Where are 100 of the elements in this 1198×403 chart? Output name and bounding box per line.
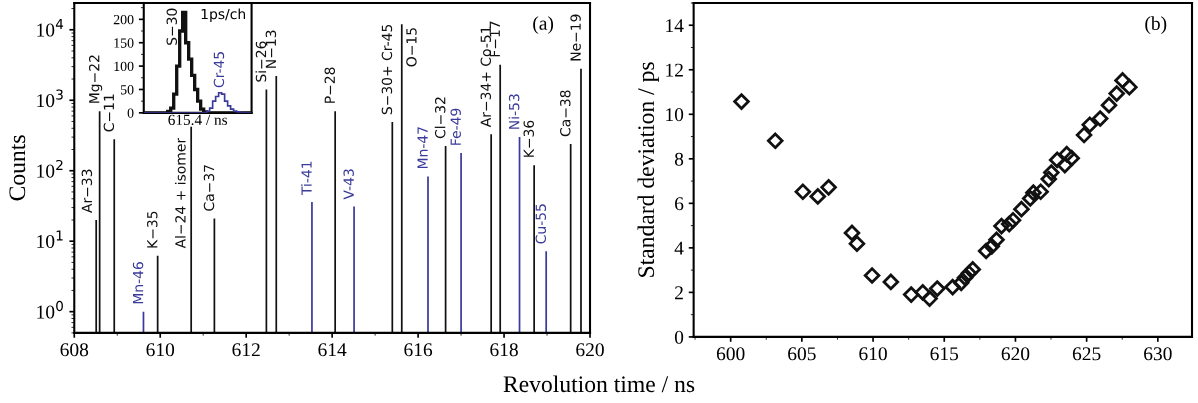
x-tick-label: 610 <box>146 343 175 357</box>
point <box>988 231 1005 249</box>
point <box>1114 72 1131 89</box>
data-label: S−30+ Cr-45 <box>381 24 393 115</box>
point <box>766 132 784 150</box>
data-label: Ca−37 <box>203 165 215 211</box>
x-tick-label: 612 <box>232 343 260 357</box>
point <box>983 238 1001 255</box>
x-tick-label: 614 <box>318 343 347 357</box>
y-tick-label: 10$^{3}$ <box>37 89 63 108</box>
y-tick-label: 2 <box>675 286 683 300</box>
y-tick-label: 200 <box>113 14 134 25</box>
y-tick-label: 0 <box>127 108 134 118</box>
annotation: 1ps/ch <box>201 8 246 22</box>
data-label: K−35 <box>147 211 158 248</box>
data-label: O−15 <box>406 28 417 67</box>
data-label: C−11 <box>103 94 115 132</box>
y-tick-label: 10$^{4}$ <box>37 19 64 37</box>
text: Cr-45 <box>213 52 225 88</box>
data-label: Mn-46 <box>132 262 144 304</box>
x-tick-label: 615 <box>930 347 959 361</box>
point <box>820 179 837 196</box>
data-label: Fe-49 <box>450 108 461 145</box>
point <box>1043 164 1060 181</box>
y-tick-label: 14 <box>666 19 684 32</box>
data-label: Ar−34+ Co-51 <box>480 26 492 128</box>
point <box>1091 110 1109 127</box>
point <box>929 280 946 297</box>
point <box>1000 215 1018 233</box>
data-label: K−36 <box>523 120 535 157</box>
x-tick-label: 605 <box>788 347 816 361</box>
annotation: (b) <box>1145 16 1167 34</box>
data-label: Mn-47 <box>417 127 428 169</box>
point <box>809 188 827 205</box>
text: S−30 <box>166 8 178 45</box>
point <box>1081 116 1099 134</box>
x-tick-label: 616 <box>404 343 433 357</box>
point <box>960 264 978 282</box>
data-label: V-43 <box>343 169 354 200</box>
data-label: Cl−32 <box>434 97 446 139</box>
y-tick-label: 10$^{2}$ <box>37 159 63 178</box>
y-tick-label: 150 <box>114 38 134 48</box>
y-tick-label: 100 <box>114 61 134 72</box>
y-tick-label: 0 <box>674 330 684 344</box>
y-tick-label: 10$^{0}$ <box>37 300 63 319</box>
point <box>1121 78 1138 96</box>
data-label: P−28 <box>324 67 336 103</box>
data-label: Ni-53 <box>508 94 520 129</box>
y-tick-label: 6 <box>675 197 684 211</box>
y-tick-label: 4 <box>674 241 684 255</box>
data-label: Cu-55 <box>535 204 547 244</box>
annotation: (a) <box>533 16 554 34</box>
x-tick-label: 620 <box>1001 347 1030 361</box>
x-tick-label: 610 <box>859 347 887 361</box>
data-label: Ne−19 <box>570 14 581 61</box>
point <box>993 217 1010 235</box>
point <box>1056 156 1074 174</box>
point <box>914 284 932 301</box>
data-label: F−17 <box>489 21 500 57</box>
point <box>733 93 750 110</box>
y-axis-title: Counts <box>9 135 26 201</box>
data-label: Al−24 + isomer <box>174 137 186 249</box>
data-label: N−13 <box>265 30 277 68</box>
point <box>848 235 866 252</box>
data-label: Ca−38 <box>560 90 571 137</box>
x-tick-label: 620 <box>576 343 604 357</box>
y-axis-title: Standard deviation / ps <box>637 62 659 277</box>
point <box>1048 151 1066 169</box>
point <box>1075 126 1093 144</box>
point <box>882 273 900 291</box>
data-label: Ar−33 <box>81 169 93 213</box>
point <box>921 290 938 307</box>
x-axis-title: 615.4 / ns <box>168 114 228 126</box>
point <box>843 224 861 242</box>
x-axis-title: Revolution time / ns <box>503 375 695 393</box>
x-tick-label: 630 <box>1144 347 1172 361</box>
y-tick-label: 50 <box>120 85 134 95</box>
y-tick-label: 10$^{1}$ <box>37 230 63 249</box>
point <box>1025 184 1042 201</box>
x-tick-label: 618 <box>490 343 518 357</box>
point <box>1032 183 1049 201</box>
x-tick-label: 600 <box>716 347 745 361</box>
y-tick-label: 8 <box>674 152 684 166</box>
point <box>794 183 812 201</box>
point <box>1058 145 1075 163</box>
y-tick-label: 10 <box>666 108 684 122</box>
point <box>1021 190 1039 207</box>
point <box>952 274 970 292</box>
point <box>1100 96 1118 114</box>
point <box>1108 85 1125 102</box>
point <box>863 267 881 284</box>
data-label: Mg−22 <box>88 55 103 103</box>
data-label: Si−26 <box>255 41 267 82</box>
point <box>977 242 995 260</box>
point <box>944 278 961 296</box>
point <box>1063 149 1080 167</box>
point <box>1013 200 1030 218</box>
x-tick-label: 608 <box>60 343 89 357</box>
point <box>1004 211 1022 229</box>
x-tick-label: 625 <box>1072 347 1101 361</box>
